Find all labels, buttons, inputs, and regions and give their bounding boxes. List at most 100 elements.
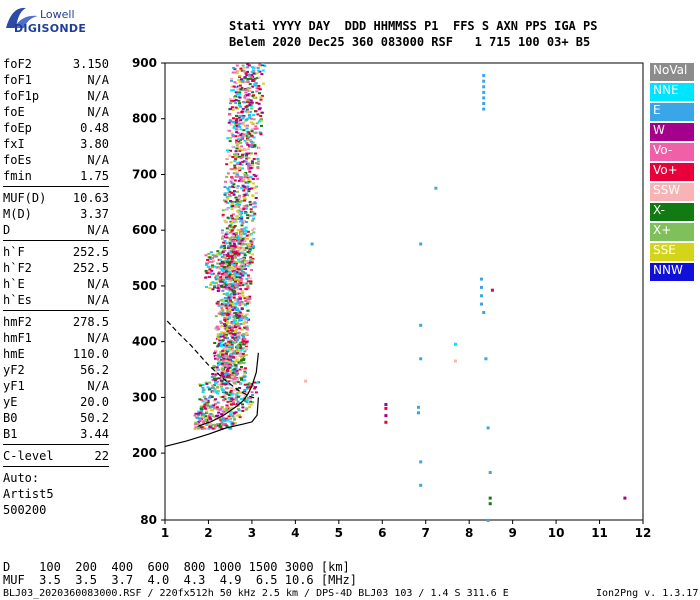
echo-point <box>237 79 241 82</box>
echo-point <box>223 323 226 326</box>
echo-point <box>219 418 223 421</box>
param-value: 3.80 <box>80 137 109 151</box>
echo-point <box>246 100 250 103</box>
echo-point <box>231 145 235 148</box>
echo-point <box>216 333 220 336</box>
echo-point <box>233 123 237 126</box>
echo-point <box>230 327 234 330</box>
echo-point <box>230 240 234 243</box>
param-value: 50.2 <box>80 411 109 425</box>
echo-point <box>228 240 232 243</box>
echo-point-e <box>419 357 423 361</box>
echo-point-e <box>480 302 483 306</box>
echo-point <box>236 273 240 276</box>
echo-point <box>244 72 248 75</box>
echo-point <box>203 415 207 418</box>
echo-point <box>238 276 242 279</box>
echo-point <box>229 353 232 356</box>
echo-point <box>222 199 226 202</box>
echo-point <box>250 152 254 155</box>
echo-point <box>214 373 218 376</box>
echo-point-e <box>482 74 486 78</box>
echo-point <box>239 280 243 283</box>
echo-point <box>251 394 254 396</box>
echo-point <box>235 414 239 417</box>
echo-point <box>221 237 225 240</box>
echo-point <box>243 369 246 372</box>
echo-point <box>208 417 212 420</box>
echo-point <box>257 108 261 111</box>
echo-point <box>230 314 234 317</box>
echo-point <box>227 380 231 383</box>
echo-point <box>248 295 252 298</box>
echo-point <box>238 194 241 197</box>
echo-point <box>240 145 244 148</box>
echo-point <box>227 327 231 330</box>
x-tick-label: 4 <box>291 526 299 540</box>
echo-point <box>203 403 207 406</box>
echo-point <box>215 366 219 369</box>
echo-point <box>232 232 236 235</box>
echo-point <box>210 396 214 398</box>
echo-point <box>243 176 247 179</box>
o-trace-line <box>197 352 259 427</box>
echo-point <box>249 167 253 170</box>
echo-point <box>238 304 242 307</box>
echo-point <box>249 76 253 79</box>
echo-point <box>243 254 247 257</box>
echo-point <box>239 69 243 72</box>
echo-point <box>244 172 248 174</box>
echo-point <box>241 221 245 224</box>
param-value: N/A <box>87 277 109 291</box>
echo-point <box>243 71 247 73</box>
echo-point <box>235 307 239 310</box>
echo-point <box>226 310 230 313</box>
echo-point <box>245 327 249 330</box>
echo-point <box>220 264 224 266</box>
echo-point <box>207 427 211 430</box>
echo-point <box>254 82 258 85</box>
echo-point <box>239 269 243 271</box>
echo-point <box>252 173 256 176</box>
echo-point <box>245 354 248 356</box>
echo-point <box>230 321 234 324</box>
echo-point <box>227 275 231 278</box>
echo-point <box>217 312 221 315</box>
echo-point <box>248 297 252 300</box>
echo-point <box>251 257 255 260</box>
echo-point <box>201 391 205 394</box>
echo-point <box>224 373 227 376</box>
echo-point <box>231 398 235 401</box>
echo-point <box>246 287 250 290</box>
echo-point <box>236 132 240 135</box>
y-tick-label: 900 <box>132 56 157 70</box>
echo-point <box>256 113 260 116</box>
echo-point <box>238 327 242 330</box>
param-label: h`Es <box>3 293 32 307</box>
echo-point <box>208 268 212 271</box>
echo-point <box>231 257 234 260</box>
header-line-1: Stati YYYY DAY DDD HHMMSS P1 FFS S AXN P… <box>229 19 598 33</box>
echo-point <box>238 91 242 94</box>
echo-point <box>238 92 242 95</box>
echo-point <box>214 377 218 380</box>
echo-point <box>234 326 238 328</box>
echo-point <box>235 128 239 131</box>
param-value: N/A <box>87 89 109 103</box>
echo-point <box>204 254 208 257</box>
echo-point <box>227 306 231 309</box>
echo-point <box>258 70 262 73</box>
echo-point <box>245 163 249 166</box>
echo-point <box>248 83 252 86</box>
echo-point <box>231 251 235 254</box>
echo-point <box>229 149 232 152</box>
echo-point <box>219 363 222 366</box>
echo-point <box>245 399 249 402</box>
echo-point <box>246 309 250 312</box>
echo-point <box>229 107 233 110</box>
echo-point <box>245 332 249 335</box>
echo-point <box>227 252 231 255</box>
echo-point <box>224 333 228 336</box>
echo-point <box>214 379 217 382</box>
echo-point <box>235 215 239 218</box>
